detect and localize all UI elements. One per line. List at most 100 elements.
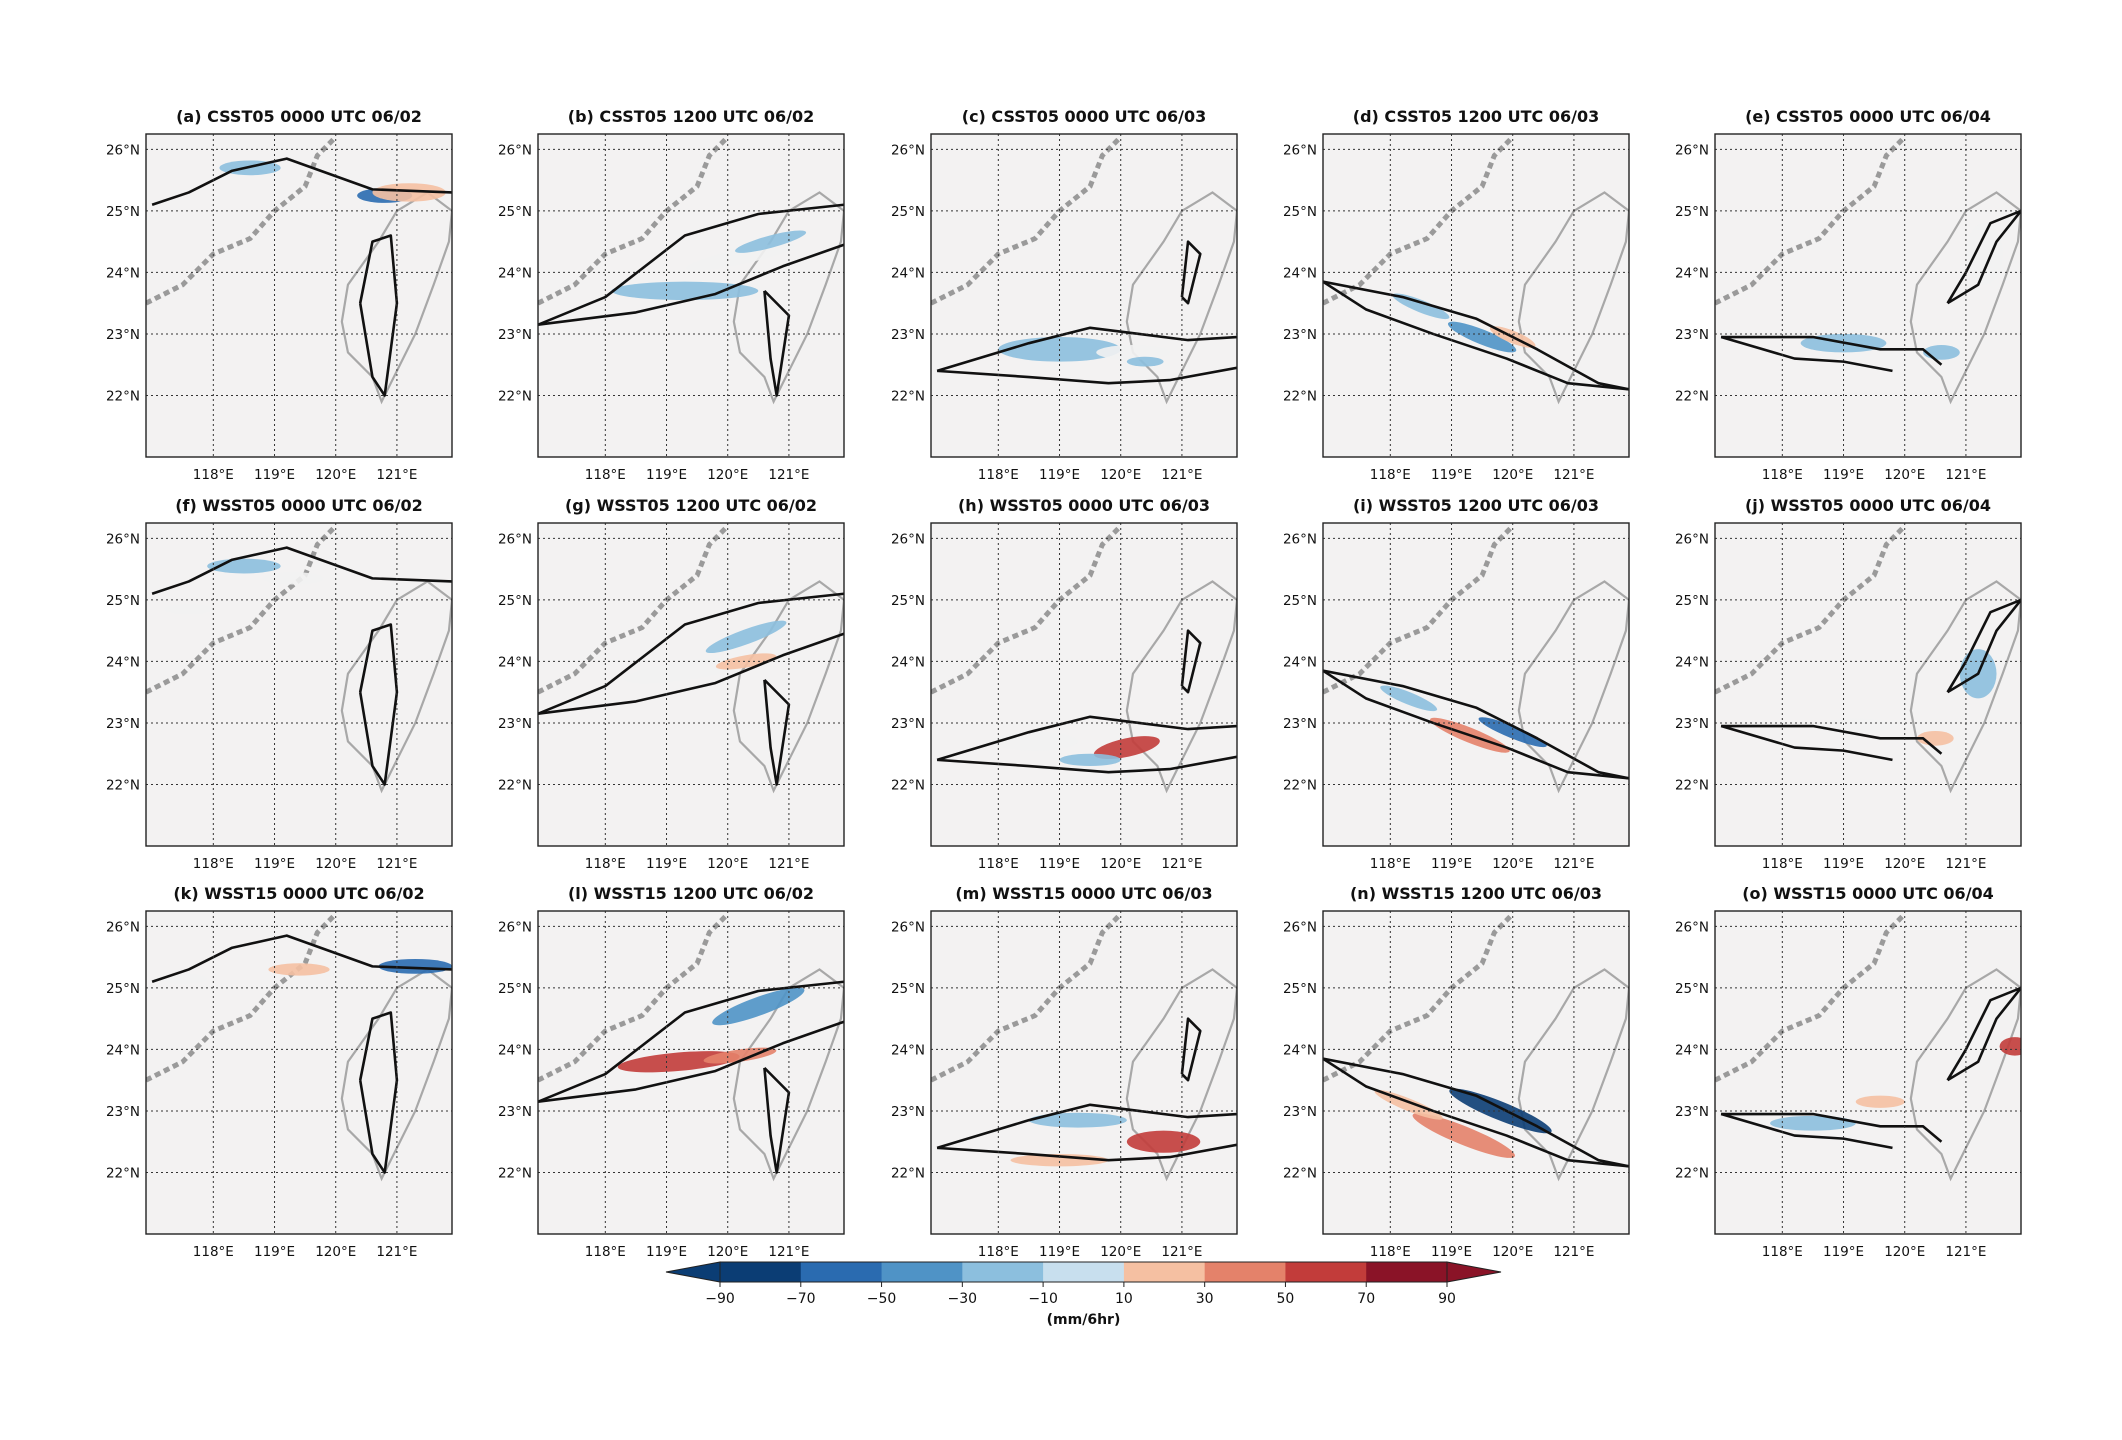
rain-contour-0 (936, 326, 1237, 373)
lon-tick-label: 119°E (1039, 467, 1080, 483)
lon-tick-label: 120°E (1884, 856, 1925, 872)
lat-tick-label: 24°N (891, 265, 925, 281)
panel-frame (930, 133, 1238, 458)
precip-anomaly-2 (1028, 1112, 1127, 1128)
coastline-taiwan (1125, 580, 1237, 794)
coastline-taiwan (340, 580, 452, 794)
lon-tick-label: 119°E (646, 467, 687, 483)
lat-tick-label: 25°N (106, 593, 140, 609)
panel-frame (145, 133, 453, 458)
lat-tick-label: 22°N (891, 777, 925, 793)
lat-tick-label: 24°N (891, 654, 925, 670)
lat-tick-label: 25°N (1283, 593, 1317, 609)
coastline-taiwan (1517, 968, 1629, 1182)
lat-tick-label: 22°N (106, 1165, 140, 1181)
lon-tick-label: 118°E (585, 1244, 626, 1260)
coastline-taiwan (732, 580, 844, 794)
lon-tick-label: 120°E (1492, 856, 1533, 872)
lat-tick-label: 25°N (1675, 204, 1709, 220)
lon-tick-label: 120°E (1100, 1244, 1141, 1260)
precip-anomaly-2 (1374, 1089, 1443, 1120)
lat-tick-label: 25°N (498, 981, 532, 997)
panel-frame (537, 910, 845, 1235)
lon-tick-label: 121°E (376, 467, 417, 483)
coastline-taiwan (1517, 580, 1629, 794)
lat-tick-label: 22°N (498, 777, 532, 793)
panel-l: (l) WSST15 1200 UTC 06/02 26°N 25°N 24°N 23°… (498, 884, 845, 1260)
panel-m: (m) WSST15 0000 UTC 06/03 26°N 25°N 24°N 23°… (891, 884, 1238, 1260)
lat-tick-label: 26°N (891, 531, 925, 547)
colorbar-tick-label: −30 (948, 1291, 978, 1307)
precip-anomaly-1 (262, 572, 324, 585)
lon-tick-label: 121°E (768, 1244, 809, 1260)
colorbar: −90 −70 −50 −30 −10 10 30 50 70 90 (mm/6hr) (665, 1261, 1502, 1328)
lon-tick-label: 120°E (315, 1244, 356, 1260)
panel-frame (930, 910, 1238, 1235)
coastline-china (931, 912, 1123, 1083)
lat-tick-label: 23°N (106, 1104, 140, 1120)
panel-background (1715, 911, 2021, 1234)
lon-tick-label: 119°E (1431, 856, 1472, 872)
lon-tick-label: 121°E (1945, 1244, 1986, 1260)
coastline-china (1715, 135, 1907, 306)
lat-tick-label: 24°N (1675, 265, 1709, 281)
colorbar-extend-min (665, 1261, 721, 1283)
panel-frame (1714, 910, 2022, 1235)
panel-background (1323, 911, 1629, 1234)
precip-anomaly-0 (1770, 1115, 1856, 1131)
lon-tick-label: 119°E (1823, 856, 1864, 872)
precip-anomaly-1 (1999, 1037, 2021, 1056)
lat-tick-label: 22°N (1283, 1165, 1317, 1181)
lat-tick-label: 26°N (1675, 531, 1709, 547)
lon-tick-label: 119°E (1039, 1244, 1080, 1260)
lat-tick-label: 26°N (498, 531, 532, 547)
precip-anomaly-2 (1126, 356, 1164, 367)
lon-tick-label: 118°E (978, 467, 1019, 483)
lon-tick-label: 119°E (254, 467, 295, 483)
lon-tick-label: 121°E (1945, 467, 1986, 483)
lat-tick-label: 23°N (891, 327, 925, 343)
panel-title: (j) WSST05 0000 UTC 06/04 (1745, 496, 1991, 515)
lon-tick-label: 118°E (193, 856, 234, 872)
lat-tick-label: 25°N (1675, 981, 1709, 997)
rain-contour-1 (1720, 335, 1893, 373)
lon-tick-label: 118°E (1762, 1244, 1803, 1260)
rain-contour-0 (1323, 1057, 1629, 1168)
precip-anomaly-2 (735, 230, 807, 253)
colorbar-tick-label: −90 (705, 1291, 735, 1307)
precip-anomaly-0 (1093, 736, 1160, 759)
lat-tick-label: 24°N (1283, 265, 1317, 281)
lon-tick-label: 119°E (254, 856, 295, 872)
panel-frame (537, 522, 845, 847)
panel-title: (e) CSST05 0000 UTC 06/04 (1745, 107, 1991, 126)
colorbar-tick-label: −70 (786, 1291, 816, 1307)
lat-tick-label: 22°N (1283, 388, 1317, 404)
precip-anomaly-2 (715, 653, 777, 670)
lon-tick-label: 119°E (1431, 467, 1472, 483)
panel-background (146, 134, 452, 457)
lat-tick-label: 26°N (1283, 531, 1317, 547)
coastline-taiwan (1909, 191, 2021, 405)
coastline-taiwan (1517, 191, 1629, 405)
lat-tick-label: 23°N (1675, 327, 1709, 343)
colorbar-segment (881, 1262, 963, 1282)
rain-contour-0 (151, 934, 452, 983)
colorbar-tick-label: 10 (1115, 1291, 1133, 1307)
lat-tick-label: 25°N (1675, 593, 1709, 609)
lon-tick-label: 118°E (193, 467, 234, 483)
lat-tick-label: 22°N (1675, 388, 1709, 404)
colorbar-segment (720, 1262, 802, 1282)
rain-contour-1 (1323, 1057, 1629, 1168)
rain-contour-0 (936, 715, 1237, 762)
rain-contour-2 (1180, 629, 1202, 694)
lat-tick-label: 26°N (1675, 919, 1709, 935)
panel-frame (1714, 522, 2022, 847)
panel-title: (f) WSST05 0000 UTC 06/02 (175, 496, 423, 515)
lat-tick-label: 24°N (106, 265, 140, 281)
precip-anomaly-1 (1965, 223, 2003, 285)
coastline-china (538, 912, 730, 1083)
panel-grid: (a) CSST05 0000 UTC 06/02 26°N 25°N 24°N 23°… (106, 107, 2022, 1260)
lon-tick-label: 119°E (646, 856, 687, 872)
colorbar-segment (1204, 1262, 1286, 1282)
lon-tick-label: 119°E (1431, 1244, 1472, 1260)
